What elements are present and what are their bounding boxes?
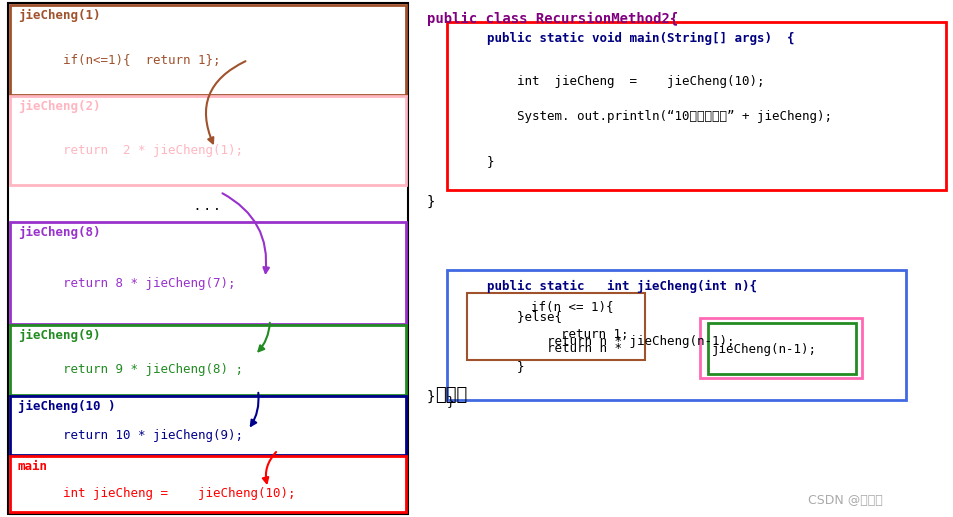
Text: return n *: return n * <box>456 342 629 356</box>
Text: int  jieCheng  =    jieCheng(10);: int jieCheng = jieCheng(10); <box>456 75 763 88</box>
Text: if(n<=1){  return 1};: if(n<=1){ return 1}; <box>18 53 220 67</box>
Text: return  2 * jieCheng(1);: return 2 * jieCheng(1); <box>18 144 243 157</box>
Text: int jieCheng =    jieCheng(10);: int jieCheng = jieCheng(10); <box>18 488 295 500</box>
Text: }: } <box>427 195 435 209</box>
Text: }: } <box>447 395 454 408</box>
Text: }: } <box>427 390 435 404</box>
Text: jieCheng(9): jieCheng(9) <box>18 329 100 342</box>
Text: jieCheng(1): jieCheng(1) <box>18 9 100 22</box>
Text: return n * jieCheng(n-1);: return n * jieCheng(n-1); <box>456 335 734 348</box>
Text: }: } <box>456 155 494 168</box>
Bar <box>10 5 406 95</box>
Text: if(n <= 1){: if(n <= 1){ <box>471 300 613 313</box>
Bar <box>467 293 644 360</box>
Text: return 1;: return 1; <box>471 328 628 341</box>
Text: jieCheng(2): jieCheng(2) <box>18 100 100 113</box>
FancyArrowPatch shape <box>258 323 270 351</box>
Text: jieCheng(8): jieCheng(8) <box>18 226 100 239</box>
FancyArrowPatch shape <box>251 393 258 426</box>
Bar <box>10 96 406 185</box>
Bar <box>707 323 855 374</box>
Text: jieCheng(n-1);: jieCheng(n-1); <box>711 342 816 356</box>
Text: return 8 * jieCheng(7);: return 8 * jieCheng(7); <box>18 277 235 290</box>
Text: . . .: . . . <box>194 197 219 212</box>
FancyArrowPatch shape <box>206 61 245 143</box>
Text: public class RecursionMethod2{: public class RecursionMethod2{ <box>427 12 678 26</box>
Bar <box>10 456 406 512</box>
Bar <box>8 3 408 514</box>
Bar <box>10 396 406 455</box>
Bar <box>700 318 862 378</box>
Text: main: main <box>18 460 48 473</box>
Bar <box>10 222 406 324</box>
Bar <box>447 22 945 190</box>
Bar <box>447 270 905 400</box>
Text: CSDN @管程猥: CSDN @管程猥 <box>807 494 882 507</box>
Text: public static void main(String[] args)  {: public static void main(String[] args) { <box>456 32 794 45</box>
Text: }else{: }else{ <box>456 310 561 323</box>
Text: return 9 * jieCheng(8) ;: return 9 * jieCheng(8) ; <box>18 363 243 376</box>
Text: System. out.println(“10的阶乘是：” + jieCheng);: System. out.println(“10的阶乘是：” + jieCheng… <box>456 110 831 123</box>
Text: public static   int jieCheng(int n){: public static int jieCheng(int n){ <box>456 280 757 293</box>
FancyArrowPatch shape <box>262 452 275 483</box>
Bar <box>10 325 406 395</box>
FancyArrowPatch shape <box>222 193 269 273</box>
Text: 方法栈: 方法栈 <box>435 386 467 404</box>
Text: jieCheng(10 ): jieCheng(10 ) <box>18 400 115 413</box>
Text: }: } <box>456 360 524 373</box>
Text: return 10 * jieCheng(9);: return 10 * jieCheng(9); <box>18 429 243 442</box>
